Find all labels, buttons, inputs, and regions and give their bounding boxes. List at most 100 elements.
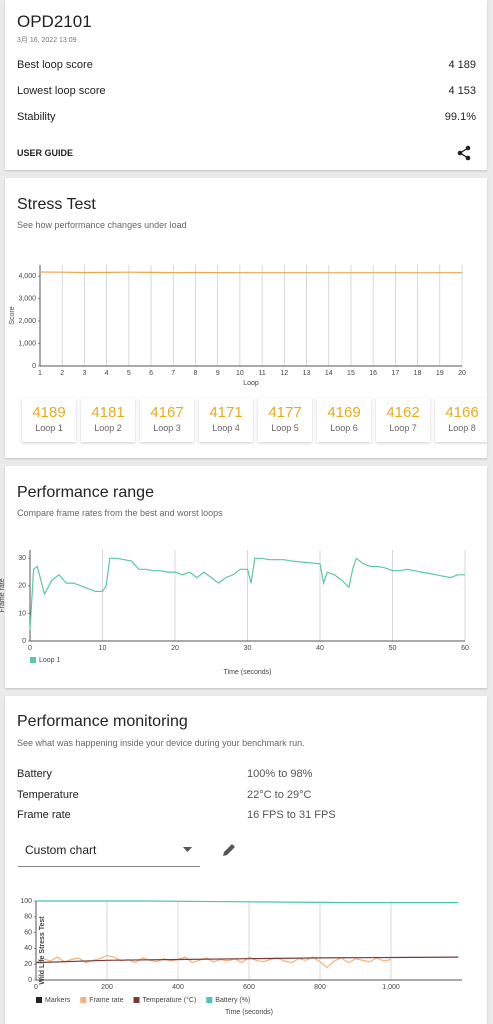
- x-tick-label: 60: [461, 645, 469, 652]
- x-tick-label: 4: [105, 370, 109, 377]
- legend-swatch: [30, 657, 36, 663]
- loop-label: Loop 6: [330, 423, 358, 433]
- x-tick-label: 12: [280, 370, 288, 377]
- legend-swatch: [80, 997, 87, 1003]
- range-card: [5, 466, 487, 688]
- device-title: OPD2101: [17, 12, 92, 31]
- data-line: [39, 271, 462, 274]
- y-tick-label: 2,000: [18, 318, 36, 325]
- dropdown-arrow[interactable]: [182, 846, 194, 854]
- share-icon[interactable]: [456, 144, 474, 162]
- row-value: 99.1%: [444, 111, 476, 123]
- legend-swatch: [206, 997, 213, 1003]
- row-value: 4 153: [448, 85, 476, 97]
- annotation: Wild Life Stress Test: [39, 916, 46, 985]
- y-tick-label: 80: [24, 914, 32, 921]
- loop-score: 4169: [327, 404, 361, 421]
- x-tick-label: 40: [316, 645, 324, 652]
- x-tick-label: 800: [314, 984, 326, 991]
- x-tick-label: 17: [391, 370, 399, 377]
- row-label: Frame rate: [17, 809, 71, 821]
- x-tick-label: 0: [28, 645, 32, 652]
- row-label: Stability: [17, 111, 56, 123]
- data-line: [35, 956, 459, 964]
- y-tick-label: 1,000: [18, 340, 36, 347]
- x-tick-label: 15: [347, 370, 355, 377]
- loop-label: Loop 8: [448, 423, 476, 433]
- section-title: Performance range: [17, 484, 154, 501]
- legend-label: Frame rate: [89, 997, 123, 1004]
- legend-swatch: [133, 997, 140, 1003]
- x-tick-label: 600: [243, 984, 255, 991]
- loop-tile[interactable]: 4189 Loop 1: [22, 398, 76, 442]
- y-tick-label: 40: [24, 945, 32, 952]
- y-tick-label: 0: [22, 638, 26, 645]
- y-tick-label: 0: [32, 363, 36, 370]
- loop-score: 4189: [32, 404, 66, 421]
- data-line: [29, 557, 465, 631]
- y-tick-label: 10: [18, 610, 26, 617]
- x-tick-label: 1: [38, 370, 42, 377]
- y-tick-label: 3,000: [18, 296, 36, 303]
- loop-label: Loop 3: [153, 423, 181, 433]
- stress-chart: 1 2 3 4 5 6 7 8 9 10 11 12 13 14 15 16 17 18 19 2001,0002,0…: [9, 265, 466, 387]
- section-subtitle: Compare frame rates from the best and wo…: [17, 508, 223, 518]
- loop-score: 4181: [91, 404, 125, 421]
- x-tick-label: 10: [236, 370, 244, 377]
- section-title: Stress Test: [17, 196, 96, 213]
- device-card: [5, 0, 487, 170]
- y-axis-label: Score: [9, 306, 16, 324]
- x-tick-label: 200: [101, 984, 113, 991]
- loop-tile[interactable]: 4167 Loop 3: [140, 398, 194, 442]
- loop-score: 4162: [386, 404, 420, 421]
- y-axis-label: Frame rate: [0, 578, 6, 612]
- x-tick-label: 3: [82, 370, 86, 377]
- y-tick-label: 100: [20, 898, 32, 905]
- row-value: 22°C to 29°C: [247, 789, 312, 801]
- x-tick-label: 8: [194, 370, 198, 377]
- y-tick-label: 4,000: [18, 273, 36, 280]
- loop-label: Loop 1: [35, 423, 63, 433]
- x-tick-label: 20: [171, 645, 179, 652]
- row-label: Temperature: [17, 789, 79, 801]
- y-tick-label: 60: [24, 929, 32, 936]
- loop-label: Loop 2: [94, 423, 122, 433]
- x-tick-label: 16: [369, 370, 377, 377]
- legend-label: Temperature (°C): [143, 996, 197, 1004]
- x-tick-label: 6: [149, 370, 153, 377]
- loop-score: 4177: [268, 404, 302, 421]
- loop-tile[interactable]: 4171 Loop 4: [199, 398, 253, 442]
- loop-tile[interactable]: 4181 Loop 2: [81, 398, 135, 442]
- x-tick-label: 0: [34, 984, 38, 991]
- loop-tile[interactable]: 4177 Loop 5: [258, 398, 312, 442]
- data-line: [36, 900, 459, 904]
- edit-icon[interactable]: [221, 842, 237, 858]
- date: 3月 16, 2022 13:09: [17, 37, 77, 44]
- x-tick-label: 14: [325, 370, 333, 377]
- row-label: Lowest loop score: [17, 85, 106, 97]
- section-subtitle: See how performance changes under load: [17, 220, 187, 230]
- user-guide[interactable]: USER GUIDE: [17, 148, 74, 158]
- y-tick-label: 0: [28, 977, 32, 984]
- loop-label: Loop 5: [271, 423, 299, 433]
- x-tick-label: 18: [414, 370, 422, 377]
- y-tick-label: 20: [24, 961, 32, 968]
- x-tick-label: 10: [99, 645, 107, 652]
- loop-label: Loop 4: [212, 423, 240, 433]
- x-tick-label: 400: [172, 984, 184, 991]
- x-tick-label: 50: [389, 645, 397, 652]
- loop-tile[interactable]: 4169 Loop 6: [317, 398, 371, 442]
- y-tick-label: 30: [18, 555, 26, 562]
- x-tick-label: 30: [244, 645, 252, 652]
- loop-score: 4167: [150, 404, 184, 421]
- monitor-chart: 0 200 400 600 800 1,000 0 20 40 60 80 100 Time (seco…: [20, 898, 462, 1016]
- dropdown-underline: [18, 866, 200, 867]
- loop-tile[interactable]: 4162 Loop 7: [376, 398, 430, 442]
- loop-tile[interactable]: 4166 Loop 8: [435, 398, 487, 442]
- dropdown[interactable]: Custom chart: [25, 843, 97, 857]
- loop-score: 4166: [445, 404, 479, 421]
- legend-label: Battery (%): [215, 997, 250, 1004]
- row-value: 4 189: [448, 59, 476, 71]
- section-subtitle: See what was happening inside your devic…: [17, 738, 305, 748]
- x-tick-label: 11: [258, 370, 265, 377]
